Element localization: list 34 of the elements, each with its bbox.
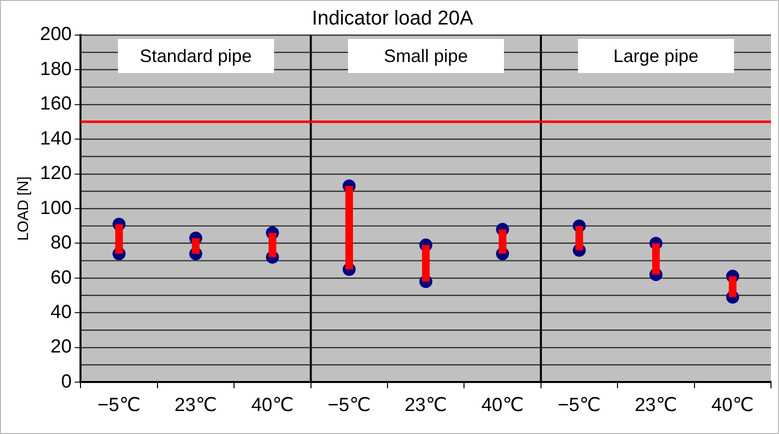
bar [652,243,660,275]
label-box: Small pipe [348,39,504,73]
y-tick-label: 120 [40,163,72,184]
x-tick-label: −5℃ [98,394,141,416]
y-tick-label: 200 [40,24,72,46]
x-tick-label: 23℃ [634,394,678,416]
y-tick-label: 0 [61,371,72,392]
y-tick-label: 180 [40,58,72,80]
y-tick-label: 140 [40,128,72,150]
y-tick-label: 60 [50,267,72,288]
x-tick-label: 23℃ [404,394,448,416]
y-tick-label: 80 [50,232,72,254]
bar [268,232,276,258]
label-box: Standard pipe [118,39,274,73]
bar [345,186,353,270]
x-tick-label: −5℃ [558,394,601,416]
bar [422,245,430,282]
bar [192,238,200,254]
bar [575,226,584,250]
x-tick-label: 40℃ [481,394,524,416]
x-tick-label: −5℃ [328,394,371,416]
bar [115,224,123,254]
x-tick-label: 40℃ [711,394,754,416]
chart-title: Indicator load 20A [312,8,474,30]
y-tick-label: 40 [50,302,72,323]
y-tick-label: 20 [50,336,72,358]
bar [728,276,736,298]
bar [498,229,506,254]
y-axis-title: LOAD [N] [15,176,32,241]
y-tick-label: 100 [40,198,72,219]
label-box: Large pipe [578,39,734,73]
x-tick-label: 23℃ [174,394,217,416]
y-tick-label: 160 [40,94,72,115]
x-tick-label: 40℃ [251,394,294,416]
